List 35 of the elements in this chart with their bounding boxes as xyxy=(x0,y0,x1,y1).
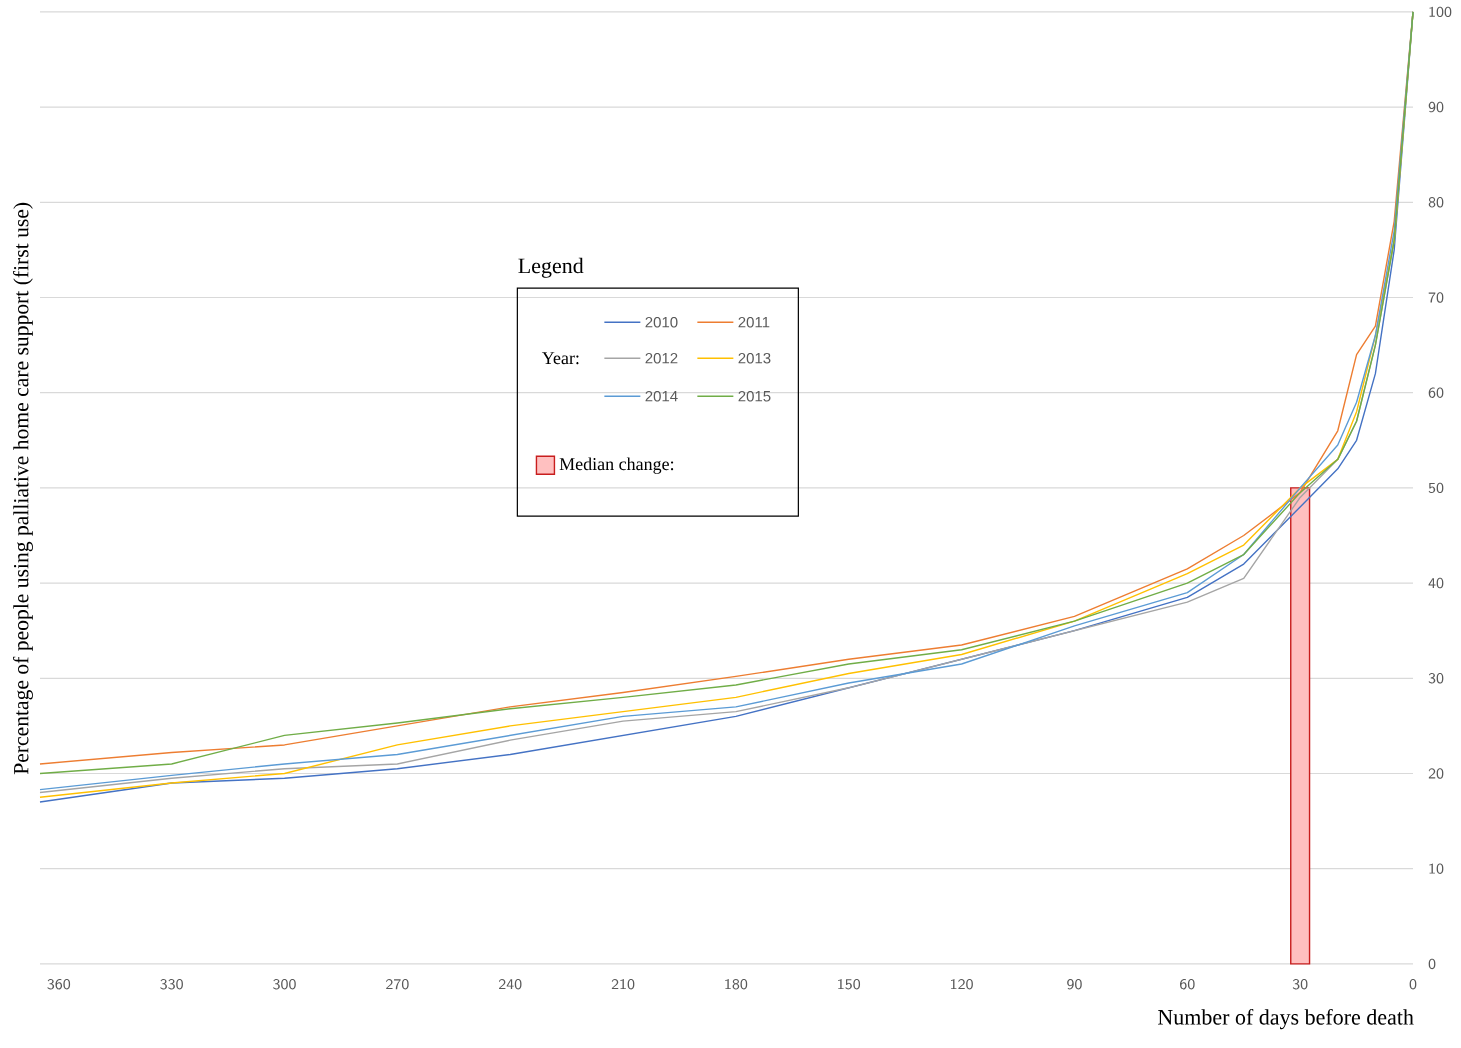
y-tick-label: 20 xyxy=(1428,768,1444,779)
x-axis-title: Number of days before death xyxy=(1158,1009,1414,1030)
x-tick-label: 270 xyxy=(386,979,409,990)
legend-label: 2011 xyxy=(738,316,770,328)
x-tick-label: 120 xyxy=(951,979,973,990)
y-tick-label: 90 xyxy=(1428,101,1444,113)
legend-label: 2015 xyxy=(738,390,771,402)
legend-title: Legend xyxy=(518,257,584,278)
y-tick-label: 80 xyxy=(1428,197,1444,208)
y-tick-label: 40 xyxy=(1428,577,1444,589)
x-tick-label: 180 xyxy=(725,979,748,990)
x-tick-label: 360 xyxy=(47,979,71,990)
y-tick-label: 100 xyxy=(1429,6,1452,18)
y-tick-label: 30 xyxy=(1428,673,1444,684)
y-tick-label: 10 xyxy=(1429,863,1444,874)
y-tick-label: 50 xyxy=(1428,482,1444,494)
legend-label: 2012 xyxy=(645,352,678,364)
x-tick-label: 90 xyxy=(1067,979,1082,990)
annotation: Year: xyxy=(541,352,579,365)
y-tick-label: 60 xyxy=(1428,387,1444,398)
x-tick-label: 0 xyxy=(1409,979,1417,990)
x-tick-label: 210 xyxy=(611,979,635,990)
x-tick-label: 330 xyxy=(160,979,183,990)
x-tick-label: 240 xyxy=(498,979,522,990)
legend-label: Median change: xyxy=(559,457,674,474)
y-tick-label: 0 xyxy=(1428,958,1436,970)
x-tick-label: 300 xyxy=(273,979,296,990)
x-tick-label: 30 xyxy=(1292,979,1308,990)
y-axis-title: Percentage of people using palliative home care support (first use) xyxy=(13,202,33,775)
x-tick-label: 60 xyxy=(1180,979,1195,990)
legend-label: 2014 xyxy=(645,390,678,402)
y-tick-label: 70 xyxy=(1428,292,1444,303)
legend-label: 2010 xyxy=(645,316,678,328)
legend-label: 2013 xyxy=(738,352,771,364)
x-tick-label: 150 xyxy=(838,979,861,990)
